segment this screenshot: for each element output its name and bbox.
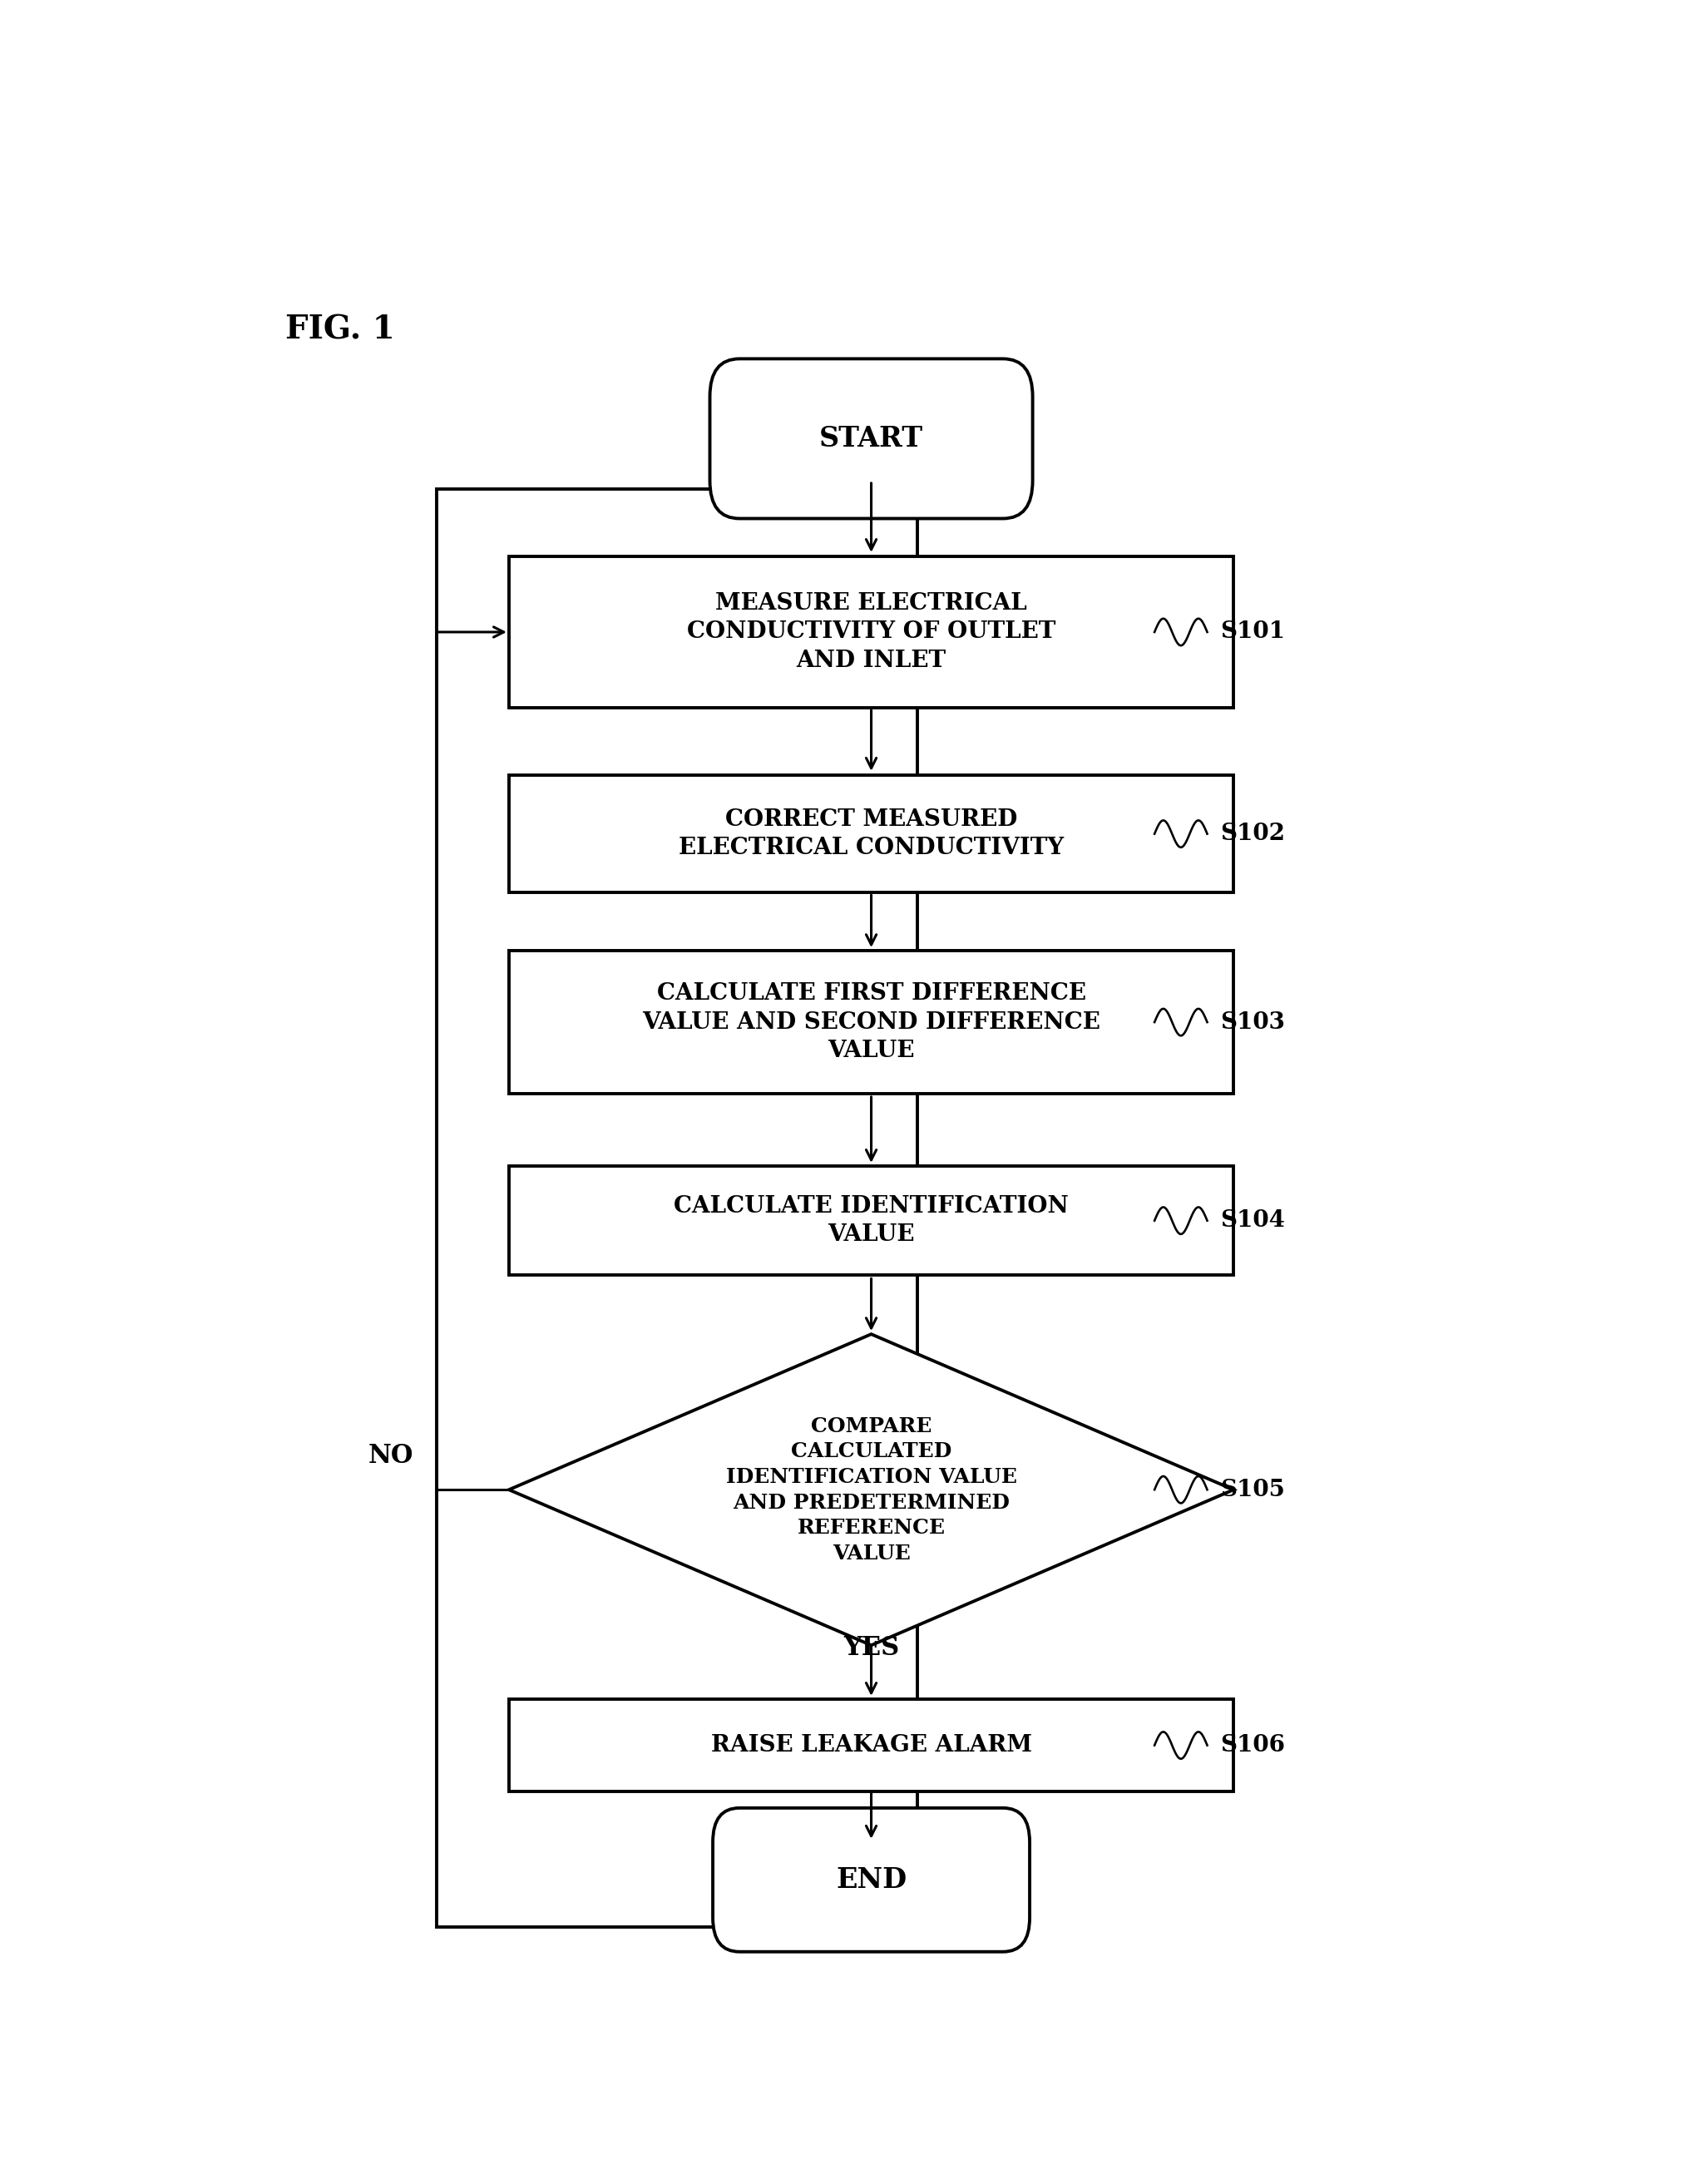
Text: NO: NO	[367, 1444, 413, 1470]
Bar	[437, 489, 918, 1926]
Bar	[508, 950, 1234, 1094]
Text: CORRECT MEASURED
ELECTRICAL CONDUCTIVITY: CORRECT MEASURED ELECTRICAL CONDUCTIVITY	[678, 808, 1064, 858]
Bar	[508, 1166, 1234, 1275]
Text: S104: S104	[1221, 1210, 1285, 1232]
Text: COMPARE
CALCULATED
IDENTIFICATION VALUE
AND PREDETERMINED
REFERENCE
VALUE: COMPARE CALCULATED IDENTIFICATION VALUE …	[726, 1415, 1017, 1564]
Text: S101: S101	[1221, 620, 1285, 644]
FancyBboxPatch shape	[712, 1808, 1030, 1952]
Text: MEASURE ELECTRICAL
CONDUCTIVITY OF OUTLET
AND INLET: MEASURE ELECTRICAL CONDUCTIVITY OF OUTLE…	[687, 592, 1056, 673]
Bar	[508, 557, 1234, 708]
Text: S105: S105	[1221, 1479, 1285, 1500]
Text: S103: S103	[1221, 1011, 1285, 1033]
Text: FIG. 1: FIG. 1	[286, 314, 394, 345]
Text: START: START	[819, 426, 923, 452]
Bar	[508, 1699, 1234, 1791]
Text: RAISE LEAKAGE ALARM: RAISE LEAKAGE ALARM	[711, 1734, 1032, 1756]
Text: YES: YES	[843, 1636, 899, 1660]
Text: END: END	[836, 1865, 906, 1894]
Text: S102: S102	[1221, 823, 1285, 845]
Text: S106: S106	[1221, 1734, 1285, 1756]
Text: CALCULATE IDENTIFICATION
VALUE: CALCULATE IDENTIFICATION VALUE	[673, 1195, 1069, 1247]
FancyBboxPatch shape	[711, 358, 1032, 518]
Polygon shape	[508, 1334, 1234, 1645]
Text: CALCULATE FIRST DIFFERENCE
VALUE AND SECOND DIFFERENCE
VALUE: CALCULATE FIRST DIFFERENCE VALUE AND SEC…	[643, 983, 1100, 1061]
Bar	[508, 775, 1234, 893]
